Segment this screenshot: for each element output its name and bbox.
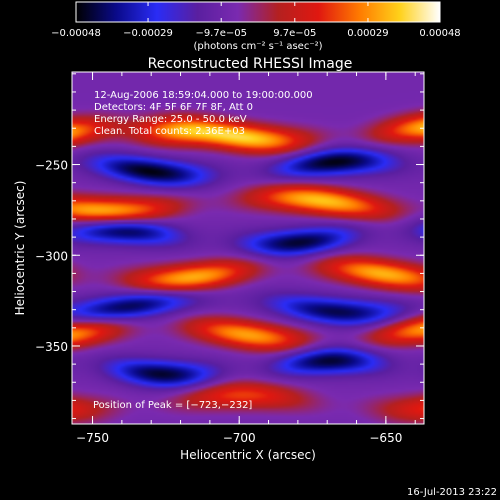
x-tick-label: −750 [76, 431, 109, 445]
annotation-block: 12-Aug-2006 18:59:04.000 to 19:00:00.000… [94, 90, 313, 137]
heatmap-image [72, 72, 424, 424]
colorbar-tick-label: −0.00029 [123, 28, 173, 39]
colorbar-tick-label: 0.00048 [419, 28, 460, 39]
colorbar-tick-label: 9.7e−05 [273, 28, 316, 39]
annotation-line: Clean. Total counts: 2.36E+03 [94, 126, 245, 137]
x-tick-label: −650 [369, 431, 402, 445]
y-axis-ticks: −250 −300 −350 [35, 73, 424, 420]
colorbar-ticks: −0.00048 −0.00029 −9.7e−05 9.7e−05 0.00029 0.… [51, 2, 461, 39]
colorbar-tick-label: −9.7e−05 [195, 28, 247, 39]
y-tick-label: −350 [35, 340, 68, 354]
colorbar [75, 1, 441, 23]
peak-position-label: Position of Peak = [−723,−232] [93, 400, 252, 411]
plot-frame [71, 71, 425, 425]
colorbar-unit-label: (photons cm⁻² s⁻¹ asec⁻²) [193, 41, 322, 52]
colorbar-tick-label: 0.00029 [347, 28, 388, 39]
colorbar-tick-label: −0.00048 [51, 28, 101, 39]
chart-title: Reconstructed RHESSI Image [148, 56, 353, 72]
annotation-line: 12-Aug-2006 18:59:04.000 to 19:00:00.000 [94, 90, 313, 101]
x-tick-label: −700 [223, 431, 256, 445]
x-axis-label: Heliocentric X (arcsec) [180, 448, 316, 462]
x-axis-ticks: −750−700−650−600 [76, 72, 416, 445]
y-tick-label: −300 [35, 249, 68, 263]
annotation-line: Energy Range: 25.0 - 50.0 keV [94, 114, 247, 125]
annotation-line: Detectors: 4F 5F 6F 7F 8F, Att 0 [94, 102, 253, 113]
y-axis-label: Heliocentric Y (arcsec) [13, 181, 27, 316]
y-tick-label: −250 [35, 159, 68, 173]
footer-timestamp: 16-Jul-2013 23:22 [407, 487, 497, 498]
